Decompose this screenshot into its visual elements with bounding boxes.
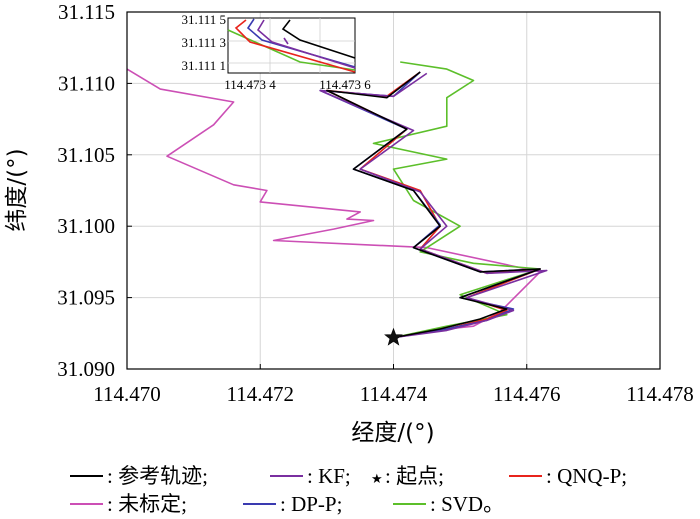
inset-ytick-label: 31.111 5 xyxy=(181,12,226,27)
inset-series xyxy=(227,18,356,73)
legend: : 参考轨迹; : KF; ★ : 起点; : QNQ-P; : 未标定; : … xyxy=(70,464,627,516)
inset-ytick-label: 31.111 3 xyxy=(181,35,226,50)
x-tick-label: 114.470 xyxy=(93,382,160,406)
star-icon: ★ xyxy=(371,472,383,487)
x-tick-label: 114.476 xyxy=(493,382,560,406)
inset: 31.111 5 31.111 3 31.111 1 114.473 4 114… xyxy=(181,12,371,92)
y-axis-label: 纬度/(°) xyxy=(4,148,30,231)
series-line-kf xyxy=(319,72,548,339)
series-layer xyxy=(126,61,548,339)
legend-label-dp-p: : DP-P; xyxy=(280,492,342,516)
y-tick-labels: 31.090 31.095 31.100 31.105 31.110 31.115 xyxy=(57,0,115,381)
legend-label-kf: : KF; xyxy=(307,464,351,488)
legend-label-qnq-p: : QNQ-P; xyxy=(546,464,627,488)
inset-line-reference xyxy=(281,19,356,59)
y-tick-label: 31.110 xyxy=(58,71,115,95)
x-tick-labels: 114.470 114.472 114.474 114.476 114.478 xyxy=(93,382,693,406)
plot-frame xyxy=(126,11,661,370)
y-tick-label: 31.100 xyxy=(57,214,115,238)
y-tick-label: 31.090 xyxy=(57,357,115,381)
x-axis-label: 经度/(°) xyxy=(351,420,434,446)
y-tick-label: 31.105 xyxy=(57,143,115,167)
start-point-marker xyxy=(384,327,403,346)
y-tick-label: 31.095 xyxy=(57,286,115,310)
inset-line-kf xyxy=(256,19,356,69)
inset-frame xyxy=(227,17,356,74)
series-line-reference xyxy=(326,71,541,339)
x-tick-label: 114.472 xyxy=(227,382,294,406)
legend-label-svd: : SVD。 xyxy=(430,492,504,516)
inset-xtick-label: 114.473 4 xyxy=(224,77,276,92)
legend-label-uncalibrated: : 未标定; xyxy=(107,492,187,516)
y-tick-label: 31.115 xyxy=(58,0,115,24)
start-point-layer xyxy=(384,327,403,346)
inset-xtick-label: 114.473 6 xyxy=(319,77,371,92)
x-tick-label: 114.478 xyxy=(626,382,693,406)
legend-label-reference: : 参考轨迹; xyxy=(107,464,208,488)
legend-label-start: : 起点; xyxy=(385,464,444,488)
inset-glitch-mark xyxy=(283,37,289,45)
inset-ytick-label: 31.111 1 xyxy=(181,58,226,73)
inset-line-qnq-p xyxy=(234,19,356,73)
x-tick-label: 114.474 xyxy=(360,382,428,406)
